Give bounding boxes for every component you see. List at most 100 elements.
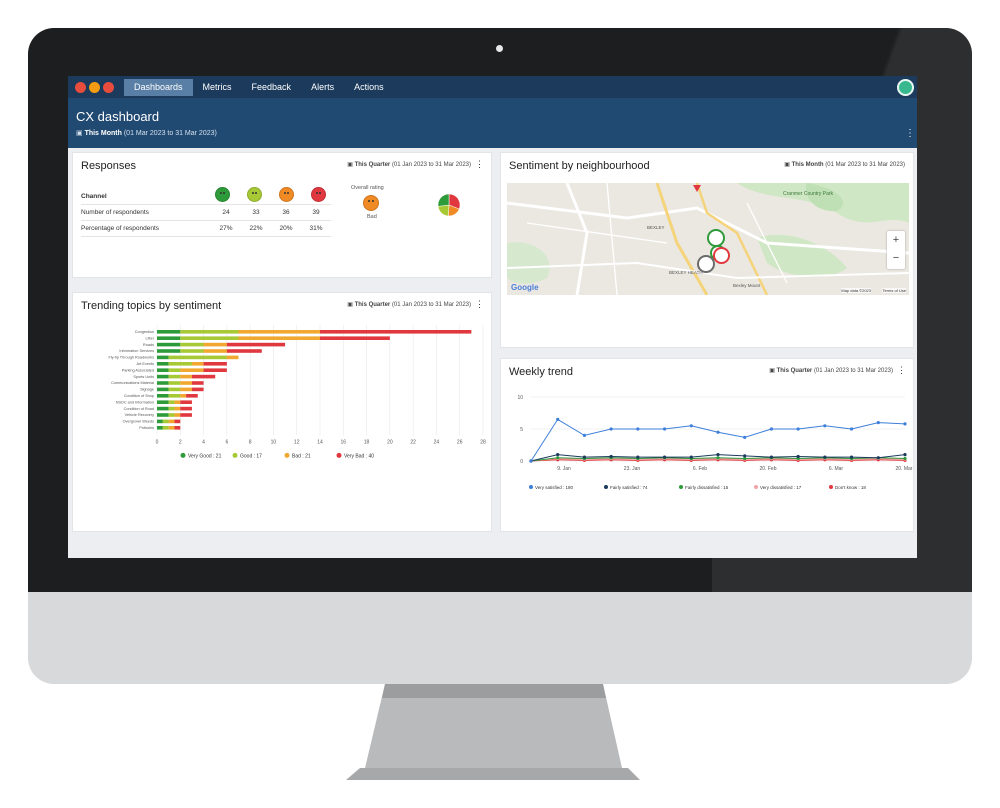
user-avatar-icon[interactable]	[897, 79, 914, 96]
data-point	[769, 427, 774, 431]
trending-topics-chart: 0 2 4 6 8 10 12 14 16 18 20 22 24 26 28CongestionLitte…	[108, 325, 486, 459]
zoom-in-button[interactable]: +	[892, 234, 900, 246]
calendar-icon: ▣	[347, 302, 355, 308]
legend-label: Very satisfied : 180	[535, 485, 574, 490]
very-good-face-icon	[215, 187, 230, 202]
category-label: Information Services	[119, 349, 154, 353]
window-dot-close-icon[interactable]	[75, 81, 86, 93]
data-point	[876, 421, 880, 425]
category-label: Communications Material	[111, 381, 154, 385]
x-tick-label: 6. Feb	[693, 466, 707, 472]
responses-menu-icon[interactable]: ⋮	[475, 159, 484, 169]
category-label: NSDC and Information	[116, 400, 154, 404]
sentiment-map-title: Sentiment by neighbourhood	[509, 160, 650, 172]
bar-segment	[180, 387, 192, 392]
bar-segment	[180, 336, 239, 340]
category-label: Condition of Road	[124, 407, 154, 411]
bar-segment	[168, 419, 175, 424]
legend-label: Bad : 21	[292, 453, 311, 459]
bar-segment	[168, 381, 181, 385]
responses-date-range[interactable]: ▣ This Quarter (01 Jan 2023 to 31 Mar 20…	[347, 161, 471, 168]
header-menu-icon[interactable]: ⋮	[905, 128, 915, 139]
bar-segment	[168, 400, 175, 404]
overall-rating-label: Overall rating	[351, 185, 384, 191]
tab-alerts[interactable]: Alerts	[311, 82, 335, 92]
bar-segment	[168, 426, 175, 430]
x-tick-label: 26	[457, 439, 463, 445]
camera-icon	[496, 45, 503, 52]
trending-menu-icon[interactable]: ⋮	[475, 299, 484, 309]
sentiment-map-period-label: This Month	[791, 162, 824, 168]
bar-segment	[157, 406, 169, 411]
data-point	[716, 456, 720, 460]
data-point	[743, 456, 747, 461]
trending-period-range: (01 Jan 2023 to 31 Mar 2023)	[391, 302, 471, 308]
tab-metrics[interactable]: Metrics	[202, 82, 232, 92]
window-dot-maximize-icon[interactable]	[103, 81, 114, 93]
bar-segment	[320, 330, 472, 334]
data-point	[636, 427, 640, 431]
data-point	[582, 433, 587, 437]
bar-segment	[203, 349, 227, 353]
bar-segment	[157, 381, 169, 385]
table-row: Percentage of respondents 27% 22% 20% 31…	[81, 221, 331, 237]
data-point	[689, 424, 693, 428]
legend-swatch	[604, 485, 608, 489]
data-point	[556, 417, 560, 421]
legend-label: Fairly satisfied : 74	[610, 485, 648, 490]
bar-segment	[168, 406, 175, 411]
zoom-out-button[interactable]: −	[892, 252, 900, 264]
category-label: Condition of Shop	[124, 394, 154, 398]
header-date-range[interactable]: ▣ This Month (01 Mar 2023 to 31 Mar 2023…	[76, 129, 217, 137]
table-cell: 31%	[309, 225, 323, 232]
responses-card: Responses ▣ This Quarter (01 Jan 2023 to…	[72, 152, 492, 278]
data-point	[716, 453, 720, 457]
x-tick-label: 20	[387, 439, 393, 445]
map-pin-very-bad-icon[interactable]	[713, 247, 730, 264]
tab-actions[interactable]: Actions	[354, 82, 384, 92]
category-label: Congestion	[135, 330, 154, 334]
category-label: Litter	[146, 336, 155, 340]
sentiment-map-card: Sentiment by neighbourhood ▣ This Month …	[500, 152, 914, 348]
bar-segment	[180, 413, 192, 417]
data-point	[689, 455, 693, 459]
bad-face-icon	[279, 187, 294, 202]
good-face-icon	[247, 187, 262, 202]
weekly-date-range[interactable]: ▣ This Quarter (01 Jan 2023 to 31 Mar 20…	[769, 367, 893, 374]
map-terms-link[interactable]: Terms of Use	[882, 288, 906, 293]
tab-dashboards[interactable]: Dashboards	[124, 79, 193, 96]
data-point	[769, 455, 774, 459]
window-dot-minimize-icon[interactable]	[89, 81, 100, 93]
header-period-range: (01 Mar 2023 to 31 Mar 2023)	[123, 130, 217, 137]
legend-swatch	[336, 452, 342, 458]
trending-date-range[interactable]: ▣ This Quarter (01 Jan 2023 to 31 Mar 20…	[347, 301, 471, 308]
x-tick-label: 6	[225, 439, 228, 445]
calendar-icon: ▣	[784, 162, 792, 168]
table-cell: 36	[282, 209, 290, 216]
bar-segment	[180, 330, 239, 334]
neighbourhood-map[interactable]: Cranmer Country Park BEXLEY BEXLEY HEATH…	[507, 183, 909, 295]
bar-segment	[157, 349, 181, 353]
bar-segment	[180, 381, 192, 385]
data-point	[609, 427, 613, 431]
x-tick-label: 24	[434, 439, 440, 445]
tab-feedback[interactable]: Feedback	[251, 82, 292, 92]
map-pin-neutral-icon[interactable]	[697, 255, 715, 273]
bar-segment	[180, 342, 204, 347]
bar-segment	[157, 400, 169, 404]
bar-segment	[174, 426, 181, 430]
category-label: Overgrown Weeds	[123, 420, 154, 424]
x-tick-label: 9. Jan	[557, 466, 571, 472]
x-tick-label: 22	[410, 439, 416, 445]
table-row: Number of respondents 24 33 36 39	[81, 205, 331, 221]
weekly-period-range: (01 Jan 2023 to 31 Mar 2023)	[813, 368, 893, 374]
sentiment-map-date-range[interactable]: ▣ This Month (01 Mar 2023 to 31 Mar 2023…	[784, 161, 905, 168]
column-header-channel: Channel	[81, 193, 107, 200]
bar-segment	[191, 381, 204, 385]
bar-segment	[186, 394, 198, 398]
trending-topics-card: Trending topics by sentiment ▣ This Quar…	[72, 292, 492, 532]
weekly-menu-icon[interactable]: ⋮	[897, 365, 906, 375]
data-point	[609, 454, 613, 459]
responses-period-label: This Quarter	[354, 162, 391, 168]
